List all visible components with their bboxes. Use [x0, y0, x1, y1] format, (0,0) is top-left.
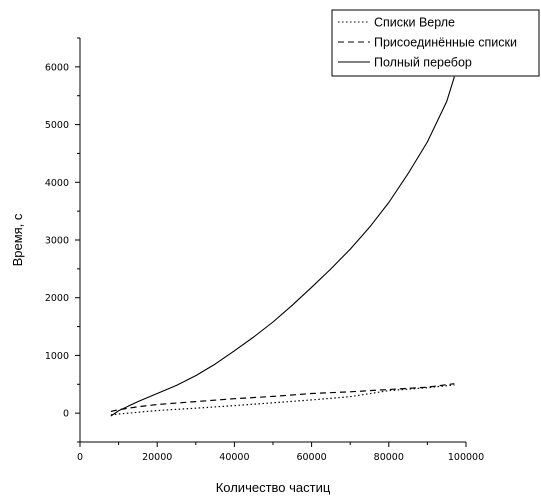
- y-tick-label: 6000: [45, 62, 69, 73]
- legend: Списки Верле Присоединённые списки Полный …: [331, 9, 540, 77]
- x-tick-label: 40000: [219, 452, 249, 463]
- y-tick-label: 1000: [45, 351, 69, 362]
- x-tick-label: 60000: [296, 452, 326, 463]
- x-tick-label: 20000: [142, 452, 172, 463]
- y-tick-label: 2000: [45, 293, 69, 304]
- series-layer: [110, 76, 455, 417]
- y-tick-label: 5000: [45, 120, 69, 131]
- series-line-1: [110, 384, 455, 416]
- x-axis-label: Количество частиц: [216, 480, 331, 495]
- y-tick-label: 4000: [45, 178, 69, 189]
- legend-label-3: Полный перебор: [374, 56, 472, 70]
- series-line-2: [110, 383, 455, 412]
- axes: 0 20000 40000 60000 80000 100000 0 1000 2000 3000…: [45, 37, 484, 463]
- y-axis-label: Время, с: [10, 213, 25, 266]
- x-tick-label: 0: [77, 452, 83, 463]
- series-line-3: [110, 76, 455, 417]
- legend-label-1: Списки Верле: [374, 16, 455, 30]
- x-tick-label: 80000: [374, 452, 404, 463]
- legend-label-2: Присоединённые списки: [374, 36, 517, 50]
- legend-box: [331, 9, 540, 77]
- x-tick-label: 100000: [448, 452, 484, 463]
- y-tick-label: 0: [63, 409, 69, 420]
- y-tick-label: 3000: [45, 236, 69, 247]
